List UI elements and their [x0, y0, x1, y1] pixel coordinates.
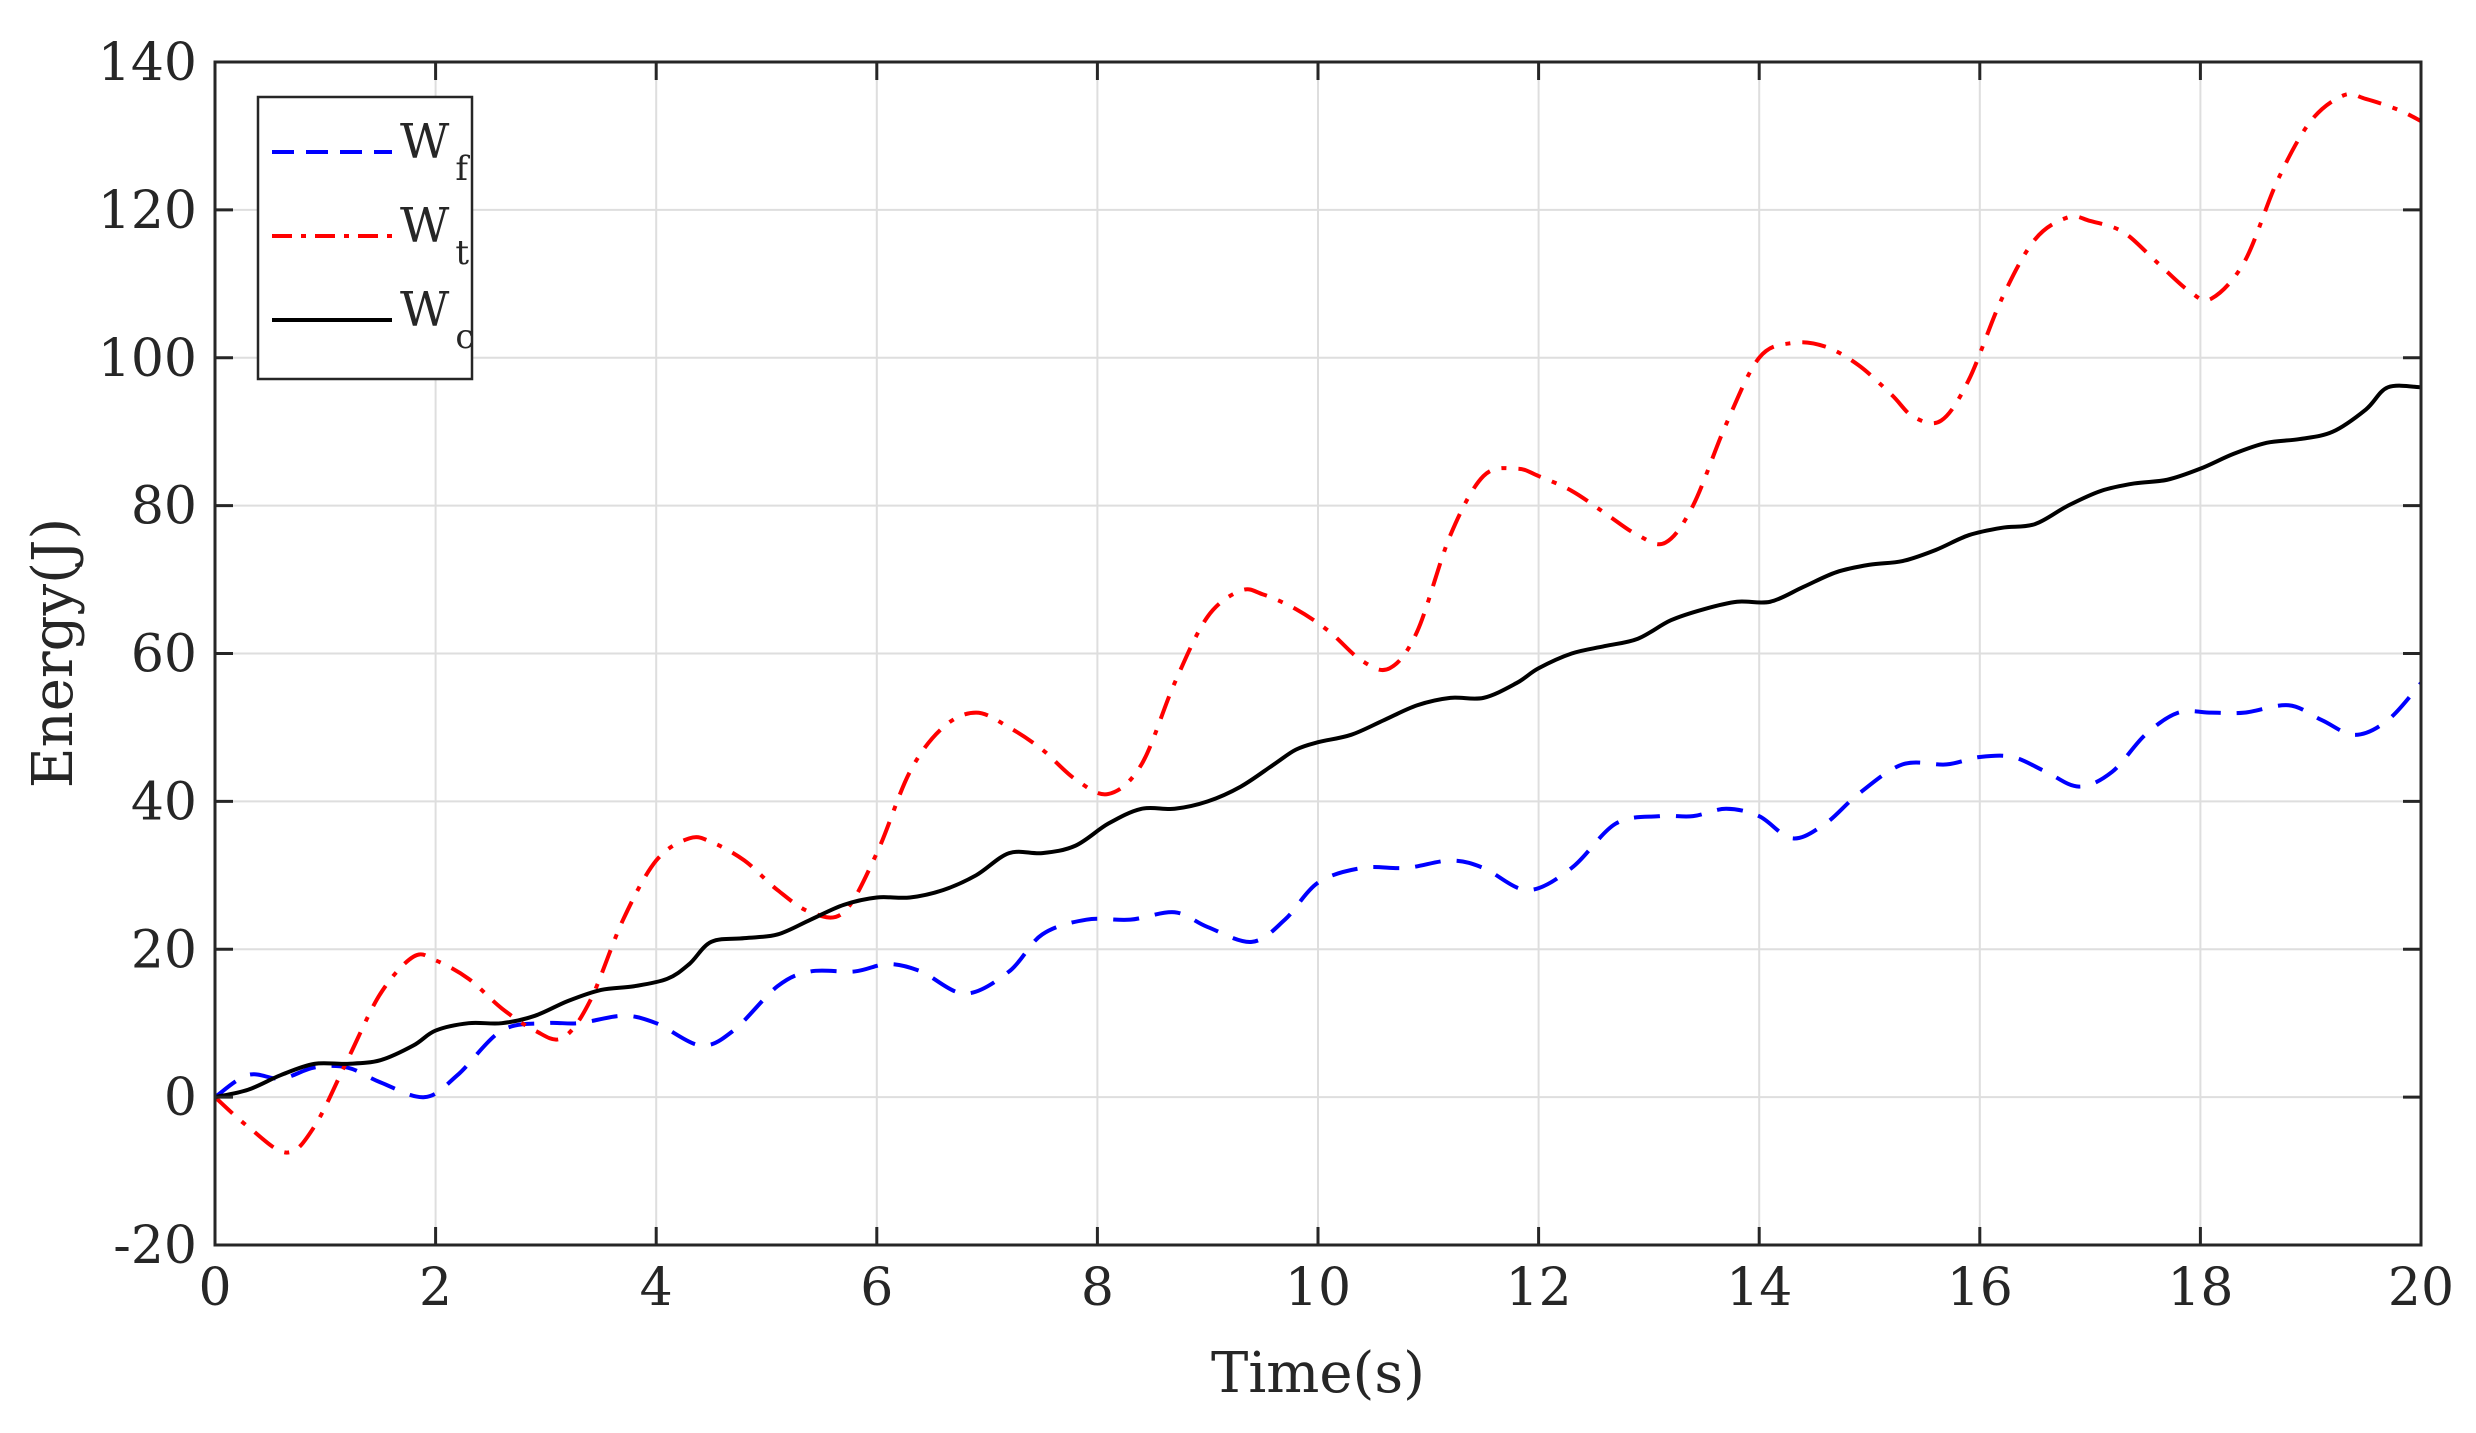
x-tick-label: 14 — [1726, 1258, 1792, 1318]
y-tick-label: 40 — [131, 772, 197, 832]
legend-label-main: W — [400, 198, 450, 254]
y-tick-label: 140 — [98, 33, 197, 93]
x-tick-label: 16 — [1947, 1258, 2013, 1318]
legend-label-subscript: t — [455, 233, 469, 273]
x-tick-label: 18 — [2167, 1258, 2233, 1318]
x-tick-label: 8 — [1081, 1258, 1114, 1318]
y-axis-label: Energy(J) — [21, 518, 86, 788]
series-line-w-t — [213, 91, 2422, 1155]
tick-marks — [213, 60, 2423, 1247]
legend-label-main: W — [400, 282, 450, 338]
series-layer — [213, 91, 2423, 1155]
legend-label-subscript: c — [455, 317, 474, 357]
series-line-w-f — [213, 681, 2423, 1100]
x-tick-label: 10 — [1285, 1258, 1351, 1318]
y-tick-label: 20 — [131, 920, 197, 980]
y-tick-label: 60 — [131, 625, 197, 685]
x-tick-label: 6 — [860, 1258, 893, 1318]
legend-label-subscript: f — [455, 149, 470, 189]
x-tick-label: 0 — [198, 1258, 231, 1318]
legend-label-main: W — [400, 114, 450, 170]
x-tick-label: 20 — [2388, 1258, 2454, 1318]
y-tick-labels: -20 0 20 40 60 80 100 120 140 — [98, 33, 197, 1276]
x-axis-label: Time(s) — [1211, 1341, 1425, 1406]
y-tick-label: 100 — [98, 329, 197, 389]
legend-box — [256, 95, 474, 381]
series-line-w-c — [214, 383, 2422, 1100]
x-tick-labels: 0 2 4 6 8 10 12 14 16 18 20 — [198, 1258, 2454, 1318]
y-tick-label: 120 — [98, 181, 197, 241]
y-tick-label: -20 — [113, 1216, 197, 1276]
x-tick-label: 2 — [419, 1258, 452, 1318]
x-tick-label: 12 — [1506, 1258, 1572, 1318]
y-tick-label: 80 — [131, 477, 197, 537]
x-tick-label: 4 — [640, 1258, 673, 1318]
y-tick-label: 0 — [164, 1068, 197, 1128]
